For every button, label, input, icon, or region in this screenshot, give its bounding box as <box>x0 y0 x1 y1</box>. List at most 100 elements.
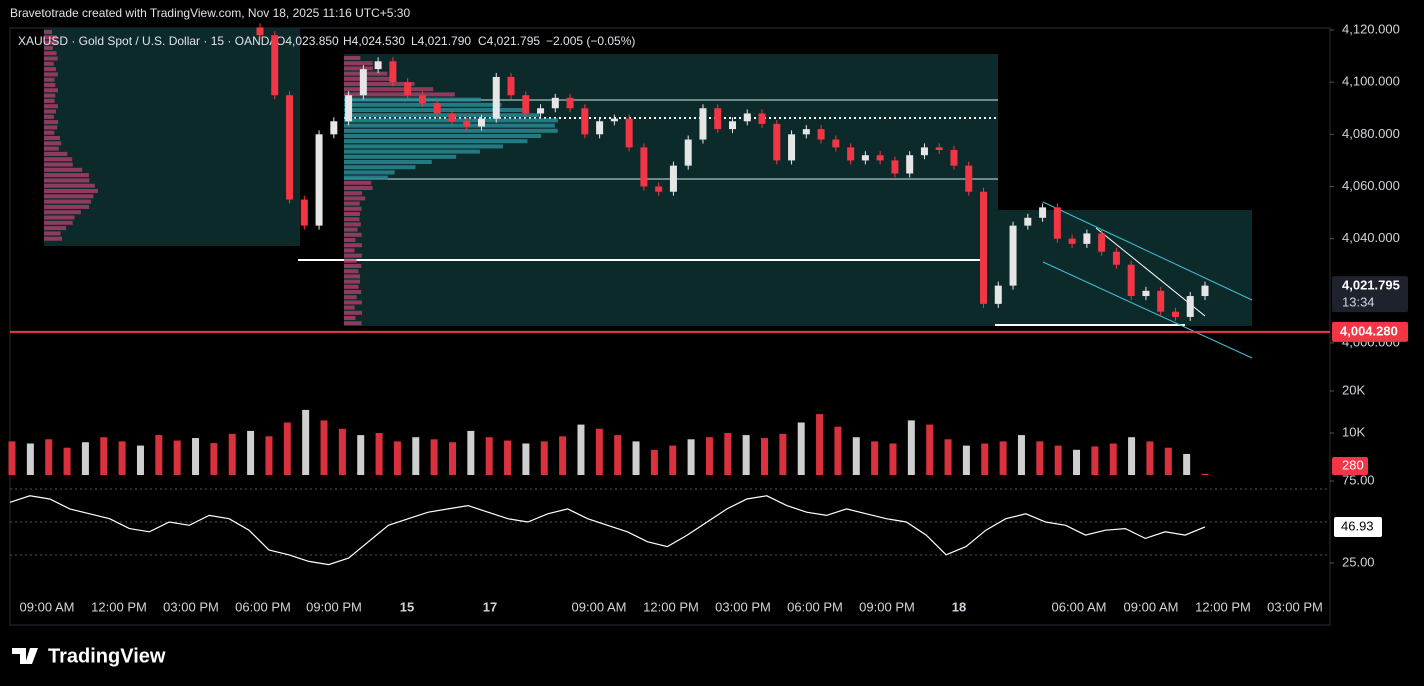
profile-bar <box>44 173 89 178</box>
volume-bar <box>210 443 218 475</box>
profile-bar <box>44 136 60 140</box>
candle <box>1127 264 1135 297</box>
profile-bar <box>344 196 366 201</box>
profile-bar <box>44 220 73 225</box>
profile-bar <box>44 51 57 56</box>
profile-bar <box>344 165 416 170</box>
profile-bar <box>344 295 357 300</box>
candle <box>315 134 323 226</box>
profile-bar <box>344 186 373 190</box>
rsi-tag <box>1334 517 1382 538</box>
profile-bar <box>344 264 362 268</box>
time-label: 06:00 PM <box>235 599 291 614</box>
last-price-tag <box>1332 276 1408 313</box>
time-label: 06:00 PM <box>787 599 843 614</box>
volume-bar <box>1146 441 1154 475</box>
volume-last: 280 <box>1342 457 1364 472</box>
countdown: 13:34 <box>1342 295 1375 310</box>
profile-bar <box>344 123 555 128</box>
volume-bar <box>320 420 328 475</box>
volume-bar <box>834 426 842 475</box>
profile-bar <box>344 149 480 154</box>
time-label: 06:00 AM <box>1052 599 1107 614</box>
candle <box>1186 296 1194 317</box>
candle <box>669 165 677 192</box>
profile-bar <box>344 253 362 258</box>
profile-bar <box>44 194 94 199</box>
candle <box>743 113 751 122</box>
profile-bar <box>344 201 360 206</box>
value-area <box>996 210 1252 326</box>
profile-bar <box>344 191 363 196</box>
volume-tick-label: 20K <box>1342 382 1365 397</box>
volume-bar <box>8 441 16 475</box>
candle <box>994 285 1002 304</box>
profile-bar <box>344 243 362 248</box>
candle <box>566 97 574 109</box>
symbol: XAUUSD · Gold Spot / U.S. Dollar · 15 · … <box>18 34 277 48</box>
volume-bar <box>448 442 456 475</box>
candle <box>640 147 648 187</box>
volume-bar <box>632 441 640 475</box>
price-tick-label: 4,120.000 <box>1342 21 1400 36</box>
time-label: 09:00 AM <box>20 599 75 614</box>
profile-bar <box>44 130 55 135</box>
candle <box>817 129 825 140</box>
volume-bar <box>63 447 71 475</box>
candle <box>773 123 781 161</box>
candle <box>389 61 397 83</box>
profile-bar <box>44 199 92 204</box>
volume-bar <box>173 440 181 475</box>
volume-bar <box>1201 473 1209 475</box>
candle <box>256 27 264 36</box>
volume-bar <box>393 441 401 475</box>
candle <box>788 134 796 161</box>
profile-bar <box>44 114 54 119</box>
volume-bar <box>852 437 860 475</box>
candle <box>581 108 589 135</box>
time-label: 03:00 PM <box>1267 599 1323 614</box>
volume-bar <box>907 420 915 475</box>
candle <box>714 108 722 130</box>
ohlc-close: C4,021.795 <box>478 34 540 48</box>
value-area <box>44 28 300 246</box>
volume-bar <box>999 441 1007 475</box>
candle <box>507 76 515 96</box>
candle <box>433 103 441 114</box>
volume-bar <box>302 409 310 475</box>
candle <box>596 121 604 135</box>
candle <box>492 76 500 119</box>
volume-bar <box>1091 446 1099 475</box>
volume-bar <box>155 435 163 475</box>
profile-bar <box>44 162 73 167</box>
profile-bar <box>344 175 388 180</box>
time-label: 09:00 AM <box>572 599 627 614</box>
volume-bar <box>430 439 438 475</box>
time-label: 09:00 PM <box>859 599 915 614</box>
price-tick-label: 4,080.000 <box>1342 126 1400 141</box>
candle <box>551 97 559 109</box>
last-price-label: 4,021.795 <box>1342 278 1400 293</box>
profile-bar <box>344 316 356 320</box>
candle <box>448 113 456 122</box>
profile-bar <box>344 279 360 284</box>
volume-bar <box>1164 447 1172 475</box>
candle <box>1083 233 1091 244</box>
volume-bar <box>926 424 934 475</box>
volume-bar <box>100 437 108 475</box>
candle <box>1201 285 1209 297</box>
candle <box>271 35 279 96</box>
profile-bar <box>44 167 83 172</box>
volume-bar <box>595 428 603 475</box>
candle <box>1053 207 1061 239</box>
profile-bar <box>344 258 357 263</box>
volume-bar <box>357 435 365 475</box>
candle <box>920 147 928 156</box>
time-label: 03:00 PM <box>163 599 219 614</box>
volume-bar <box>118 441 126 475</box>
profile-bar <box>344 144 503 149</box>
rsi-line <box>9 495 1206 566</box>
candle <box>1171 311 1179 317</box>
volume-bar <box>375 433 383 475</box>
volume-bar <box>26 443 34 475</box>
